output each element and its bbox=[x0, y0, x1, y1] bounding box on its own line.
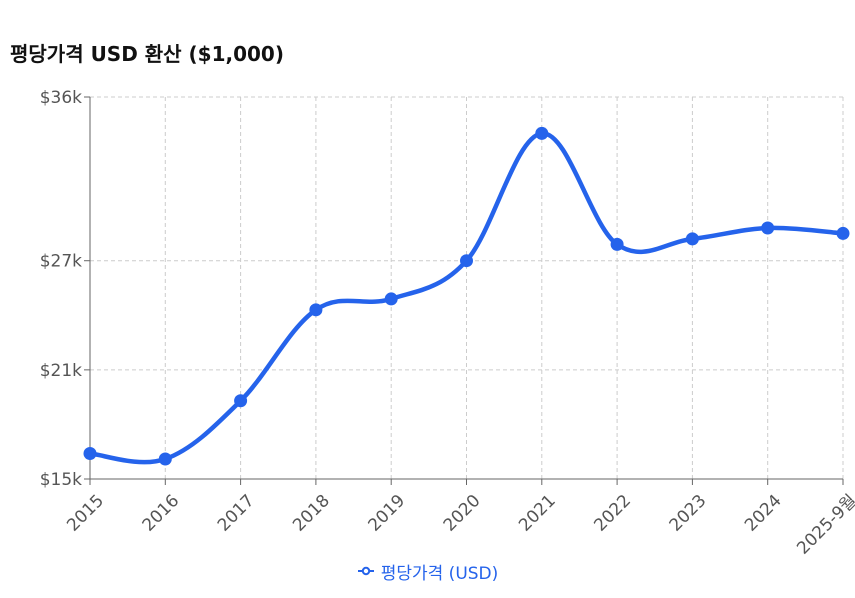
y-tick-label: $21k bbox=[40, 361, 82, 381]
x-tick-label: 2020 bbox=[440, 491, 485, 536]
data-point bbox=[761, 221, 775, 235]
x-tick-label: 2023 bbox=[666, 491, 711, 536]
data-point bbox=[535, 126, 549, 140]
x-tick-label: 2018 bbox=[289, 491, 334, 536]
x-tick-label: 2019 bbox=[364, 491, 409, 536]
x-tick-label: 2025-9월 bbox=[793, 491, 855, 559]
legend-label: 평당가격 (USD) bbox=[380, 563, 499, 584]
data-point bbox=[685, 232, 699, 246]
x-tick-label: 2024 bbox=[741, 491, 786, 536]
legend-line-icon bbox=[357, 566, 374, 576]
data-point bbox=[836, 226, 850, 240]
data-point bbox=[610, 237, 624, 251]
y-tick-label: $27k bbox=[40, 252, 82, 272]
x-tick-label: 2015 bbox=[63, 491, 108, 536]
data-point bbox=[309, 303, 323, 317]
legend[interactable]: 평당가격 (USD) bbox=[0, 558, 855, 584]
x-tick-label: 2022 bbox=[590, 491, 635, 536]
x-tick-label: 2021 bbox=[515, 491, 560, 536]
data-point bbox=[384, 292, 398, 306]
y-tick-label: $15k bbox=[40, 470, 82, 490]
chart-title: 평당가격 USD 환산 ($1,000) bbox=[10, 42, 284, 66]
data-point bbox=[460, 254, 473, 268]
grid bbox=[90, 96, 844, 480]
data-point bbox=[158, 452, 172, 466]
y-tick-label: $36k bbox=[40, 88, 82, 108]
x-tick-label: 2016 bbox=[139, 491, 184, 536]
data-point bbox=[83, 447, 97, 461]
axes: $15k $21k $27k $36k 2015 2016 2017 2018 2019 2020… bbox=[40, 88, 855, 559]
series bbox=[83, 126, 850, 466]
x-tick-label: 2017 bbox=[214, 491, 259, 536]
data-point bbox=[234, 394, 248, 408]
